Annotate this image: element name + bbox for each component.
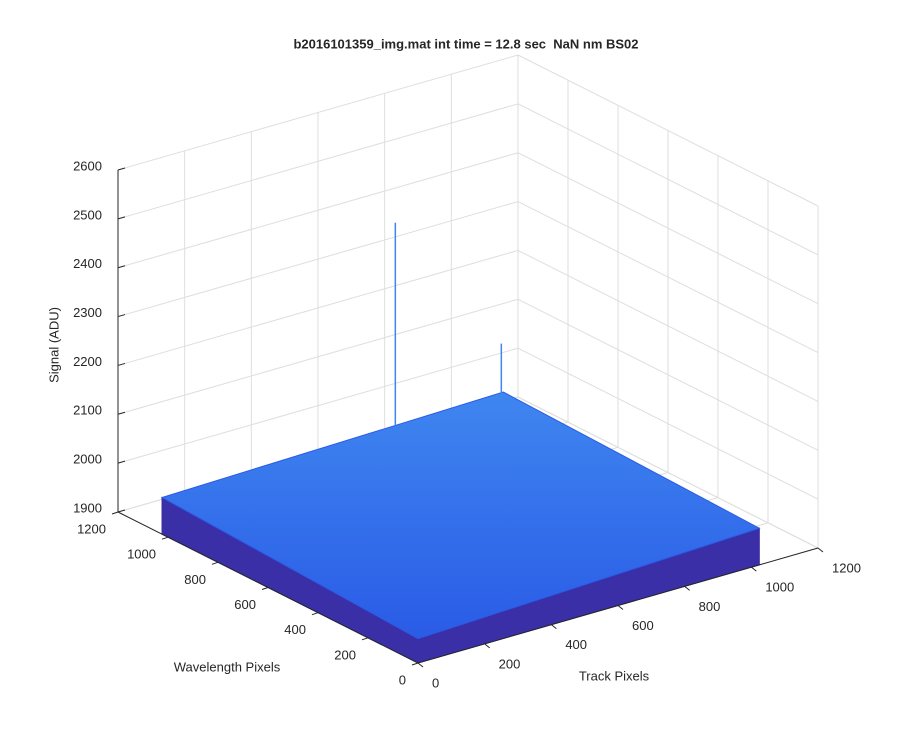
tick-mark [117,314,126,318]
tick-mark [417,662,424,668]
z-tick-label: 1900 [73,500,102,515]
x-tick-label: 0 [432,675,439,690]
grid-line [117,201,519,318]
tick-mark [551,624,557,630]
tick-mark [161,536,169,540]
grid-line [517,152,819,305]
y-tick-label: 800 [184,572,206,587]
y-tick-label: 1000 [127,547,156,562]
tick-mark [361,637,369,641]
grid-line [117,249,519,366]
y-axis-label: Wavelength Pixels [174,659,281,674]
tick-mark [617,605,624,610]
tick-mark [211,561,219,565]
tick-mark [817,547,824,553]
grid-line [517,249,819,402]
x-tick-label: 1000 [765,580,794,595]
grid-line [117,347,519,464]
grid-line [517,201,819,354]
grid-line [117,103,519,220]
grid-line [117,152,519,269]
x-tick-label: 1200 [832,560,861,575]
tick-mark [117,509,126,513]
grid-line [117,54,519,171]
chart-title: b2016101359_img.mat int time = 12.8 sec … [293,36,638,51]
tick-mark [411,662,419,666]
tick-mark [684,585,690,591]
y-tick-label: 400 [284,622,306,637]
tick-mark [117,362,126,366]
x-tick-label: 200 [499,656,521,671]
z-tick-label: 2000 [73,452,102,467]
y-tick-label: 1200 [77,521,106,536]
tick-mark [117,167,126,171]
x-axis-label: Track Pixels [579,668,650,683]
surface-top [160,391,761,640]
tick-mark [117,265,126,269]
x-tick-label: 600 [632,618,654,633]
tick-mark [311,612,319,616]
x-tick-label: 800 [699,599,721,614]
grid-line [117,298,519,415]
z-tick-label: 2400 [73,256,102,271]
grid-line [517,103,819,256]
tick-mark [117,216,126,220]
tick-mark [484,643,490,649]
z-tick-label: 2200 [73,354,102,369]
y-tick-label: 200 [334,647,356,662]
z-axis-label: Signal (ADU) [46,307,61,383]
grid-line [517,298,819,451]
x-tick-label: 400 [565,637,587,652]
tick-mark [117,411,126,415]
z-tick-label: 2100 [73,403,102,418]
z-tick-label: 2300 [73,305,102,320]
y-tick-label: 600 [234,597,256,612]
z-tick-label: 2600 [73,158,102,173]
tick-mark [111,511,119,515]
tick-mark [261,587,269,590]
grid-line [517,347,819,500]
grid-line [517,396,819,549]
tick-mark [117,460,126,464]
tick-mark [751,566,757,572]
grid-line [517,54,819,207]
y-tick-label: 0 [399,672,406,687]
z-tick-label: 2500 [73,207,102,222]
